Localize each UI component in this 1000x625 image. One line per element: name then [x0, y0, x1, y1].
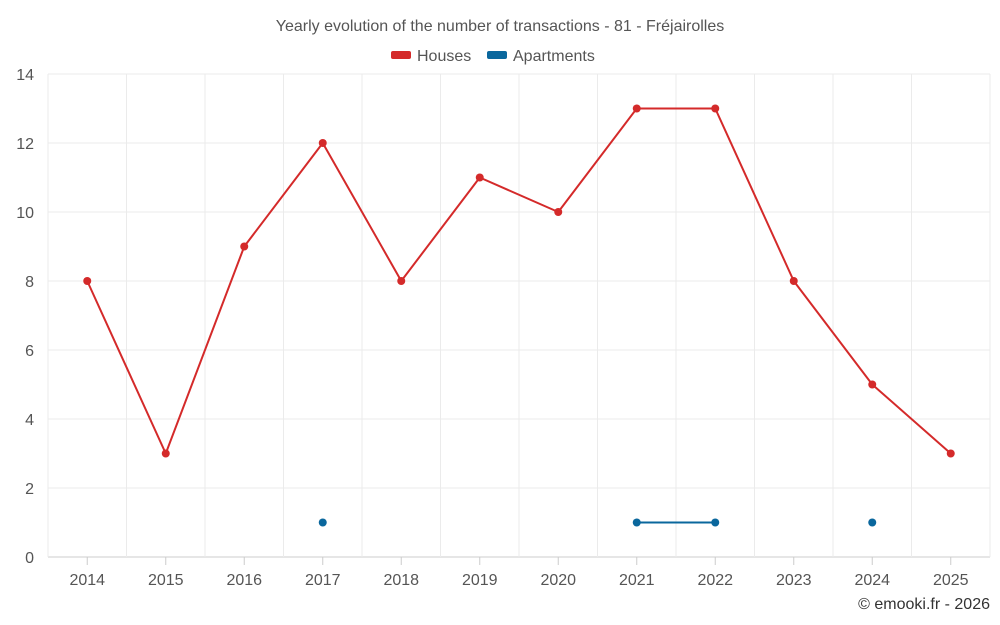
series: [83, 104, 955, 527]
data-point-houses[interactable]: [946, 449, 955, 458]
data-point-houses[interactable]: [632, 104, 641, 113]
y-tick-label: 10: [16, 205, 34, 222]
y-tick-label: 8: [25, 274, 34, 291]
legend-swatch-houses: [391, 51, 411, 59]
legend-item-houses[interactable]: Houses: [391, 48, 471, 65]
x-tick-label: 2016: [226, 572, 262, 589]
data-point-houses[interactable]: [789, 277, 798, 285]
y-tick-label: 4: [25, 412, 34, 429]
legend-swatch-apartments: [487, 51, 507, 59]
legend-label-houses: Houses: [417, 48, 471, 65]
x-tick-label: 2020: [540, 572, 576, 589]
data-point-apartments[interactable]: [318, 518, 327, 527]
x-tick-label: 2019: [462, 572, 498, 589]
data-point-apartments[interactable]: [868, 518, 877, 527]
data-point-houses[interactable]: [868, 380, 877, 389]
data-point-houses[interactable]: [397, 277, 406, 285]
series-apartments: [318, 518, 877, 527]
data-point-apartments[interactable]: [711, 518, 720, 527]
grid: [47, 73, 991, 558]
data-point-houses[interactable]: [318, 139, 327, 147]
legend: Houses Apartments: [391, 48, 595, 65]
data-point-houses[interactable]: [240, 242, 249, 251]
x-tick-label: 2021: [619, 572, 655, 589]
data-point-houses[interactable]: [83, 277, 92, 285]
data-point-houses[interactable]: [475, 173, 484, 182]
x-tick-label: 2015: [148, 572, 184, 589]
chart-title: Yearly evolution of the number of transa…: [276, 18, 725, 35]
x-tick-label: 2022: [697, 572, 733, 589]
data-point-apartments[interactable]: [632, 518, 641, 527]
x-tick-label: 2024: [854, 572, 890, 589]
data-point-houses[interactable]: [554, 208, 563, 216]
x-tick-label: 2023: [776, 572, 812, 589]
x-tick-label: 2018: [383, 572, 419, 589]
data-point-houses[interactable]: [161, 449, 170, 458]
x-axis-ticks: 2014 2015 2016 2017 2018 2019 2020 2021 2022 2023…: [69, 557, 969, 589]
series-houses: [83, 104, 955, 458]
y-tick-label: 2: [25, 481, 34, 498]
series-line-houses: [86, 107, 952, 455]
x-tick-label: 2025: [933, 572, 969, 589]
credit[interactable]: © emooki.fr - 2026: [858, 596, 990, 613]
y-tick-label: 6: [25, 343, 34, 360]
y-tick-label: 12: [16, 136, 34, 153]
x-tick-label: 2014: [69, 572, 105, 589]
y-tick-label: 14: [16, 67, 34, 84]
legend-label-apartments: Apartments: [513, 48, 595, 65]
legend-item-apartments[interactable]: Apartments: [487, 48, 595, 65]
y-tick-label: 0: [25, 550, 34, 567]
data-point-houses[interactable]: [711, 104, 720, 113]
y-axis-ticks: 0 2 4 6 8 10 12 14: [16, 67, 34, 567]
x-tick-label: 2017: [305, 572, 341, 589]
